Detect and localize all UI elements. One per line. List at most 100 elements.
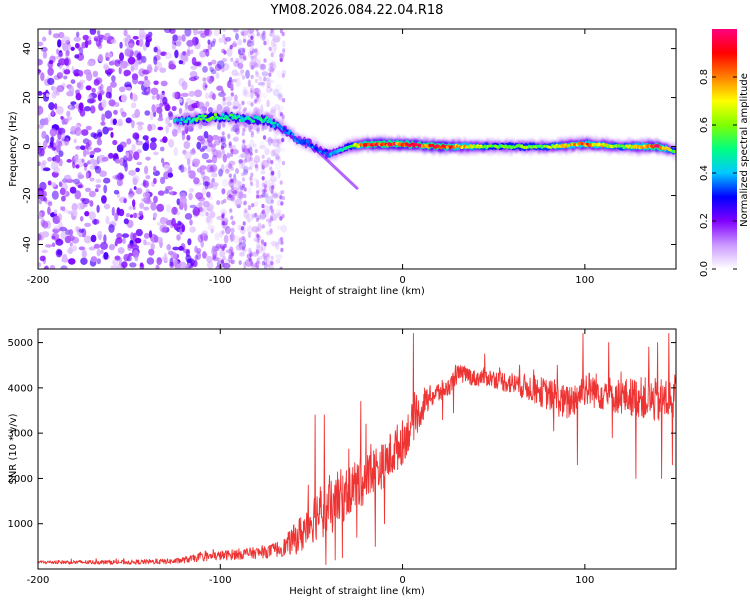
noise-blob	[68, 85, 75, 95]
noise-blob	[45, 244, 53, 248]
noise-blob	[219, 250, 226, 258]
noise-blob	[114, 240, 118, 247]
noise-blob	[265, 252, 271, 260]
noise-blob	[182, 55, 188, 62]
streak-blob	[281, 52, 285, 57]
noise-blob	[253, 143, 257, 148]
noise-blob	[144, 165, 149, 175]
noise-blob	[38, 161, 41, 167]
streak-blob	[280, 201, 284, 206]
noise-blob	[249, 47, 255, 54]
noise-blob	[136, 52, 142, 61]
noise-blob	[112, 175, 118, 180]
noise-blob	[130, 65, 135, 72]
noise-blob	[273, 34, 281, 43]
spectrogram-x-label: Height of straight line (km)	[289, 286, 425, 297]
ridge-mark	[267, 117, 272, 121]
streak-blob	[250, 84, 254, 90]
noise-blob	[95, 39, 102, 47]
noise-blob	[266, 86, 272, 94]
noise-blob	[39, 212, 43, 218]
colorbar-label: Normalized spectral amplitude	[739, 73, 750, 227]
noise-blob	[139, 262, 144, 268]
noise-blob	[239, 251, 245, 257]
noise-blob	[177, 220, 182, 226]
noise-blob	[150, 243, 155, 251]
noise-blob	[168, 63, 177, 70]
ridge-layer-3	[173, 112, 676, 158]
ridge-mark	[199, 118, 203, 121]
noise-blob	[160, 80, 168, 87]
noise-blob	[62, 36, 71, 43]
noise-blob	[185, 265, 189, 269]
noise-blob	[242, 108, 246, 114]
noise-blob	[268, 219, 272, 228]
noise-blob	[93, 79, 100, 86]
streak-blob	[228, 141, 232, 146]
noise-blob	[47, 114, 52, 122]
noise-blob	[222, 62, 230, 71]
ridge-mark	[295, 138, 299, 141]
noise-blob	[192, 158, 201, 166]
streak-blob	[242, 221, 246, 226]
noise-blob	[210, 40, 216, 48]
noise-blob	[73, 36, 81, 42]
noise-blob	[256, 241, 261, 249]
noise-blob	[106, 39, 110, 44]
noise-blob	[202, 185, 207, 195]
noise-blob	[86, 70, 91, 77]
noise-blob	[140, 55, 147, 64]
noise-blob	[89, 164, 95, 170]
noise-blob	[73, 72, 80, 77]
noise-blob	[114, 159, 121, 164]
noise-blob	[203, 131, 209, 139]
noise-blob	[110, 39, 117, 44]
noise-blob	[43, 197, 48, 202]
noise-blob	[266, 138, 274, 143]
noise-blob	[165, 124, 169, 134]
streak-blob	[256, 234, 260, 239]
noise-blob	[276, 138, 281, 147]
noise-blob	[57, 213, 63, 222]
streak-blob	[241, 31, 245, 36]
noise-blob	[87, 146, 92, 151]
noise-blob	[38, 233, 42, 241]
noise-blob	[265, 263, 272, 269]
noise-blob	[184, 151, 192, 160]
noise-blob	[96, 30, 101, 36]
noise-blob	[221, 178, 229, 188]
streak-blob	[280, 247, 284, 253]
noise-blob	[41, 130, 47, 139]
streak-blob	[243, 55, 247, 61]
noise-blob	[270, 87, 274, 92]
noise-blob	[208, 141, 213, 148]
noise-blob	[165, 186, 173, 191]
noise-blob	[266, 159, 274, 163]
noise-blob	[211, 247, 217, 256]
noise-blob	[119, 61, 124, 71]
noise-blob	[80, 257, 88, 265]
noise-blob	[234, 198, 243, 207]
streak-blob	[254, 212, 258, 217]
noise-blob	[265, 195, 274, 205]
noise-blob	[44, 117, 49, 126]
noise-blob	[255, 261, 260, 269]
noise-blob	[238, 159, 243, 165]
noise-blob	[38, 58, 43, 66]
noise-blob	[150, 137, 157, 143]
noise-blob	[116, 232, 123, 240]
streak-blob	[249, 259, 253, 264]
noise-blob	[87, 60, 95, 67]
noise-blob	[145, 138, 150, 148]
noise-blob	[72, 209, 78, 217]
noise-blob	[121, 261, 128, 268]
streak-blob	[220, 145, 225, 150]
noise-blob	[226, 101, 232, 106]
streak-blob	[230, 259, 234, 265]
noise-blob	[124, 37, 128, 47]
noise-blob	[96, 248, 101, 257]
streak-blob	[223, 243, 227, 248]
noise-blob	[222, 99, 227, 106]
noise-blob	[207, 61, 212, 66]
noise-blob	[133, 212, 137, 219]
